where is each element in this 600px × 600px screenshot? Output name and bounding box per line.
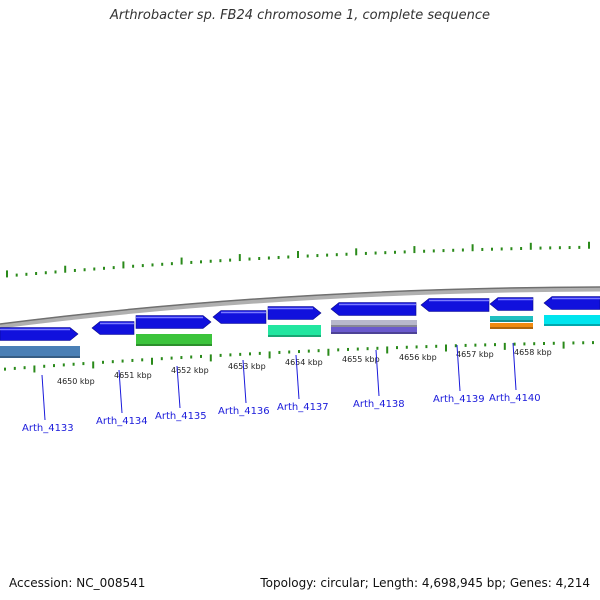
gene-arrow [91, 321, 135, 335]
gene-arrow [420, 298, 490, 312]
cog-band [544, 315, 600, 326]
cog-band [268, 325, 321, 337]
topology-text: Topology: circular; Length: 4,698,945 bp… [260, 576, 590, 590]
cog-band [490, 323, 533, 329]
cog-band [136, 334, 212, 346]
tick-row-inner [4, 341, 594, 373]
gene-arrow [543, 296, 600, 310]
gene-leader-line [295, 354, 300, 400]
gene-arrow [135, 315, 212, 329]
cog-band-shadow [331, 332, 417, 334]
gene-leader-line [456, 344, 461, 392]
kbp-label: 4658 kbp [514, 348, 552, 357]
gene-label: Arth_4135 [155, 411, 207, 422]
kbp-label: 4655 kbp [342, 355, 380, 364]
gene-leader-line [512, 342, 517, 391]
kbp-label: 4653 kbp [228, 362, 266, 371]
cog-band-shadow [136, 344, 212, 346]
gene-arrow [489, 297, 534, 311]
gene-leader-line [242, 359, 247, 404]
cog-band [331, 320, 417, 327]
gene-arrow [0, 327, 79, 341]
kbp-label: 4651 kbp [114, 371, 152, 380]
gene-label: Arth_4139 [433, 394, 485, 405]
gene-arrows [0, 296, 600, 358]
gene-label: Arth_4134 [96, 416, 148, 427]
kbp-label: 4650 kbp [57, 377, 95, 386]
gene-leader-line [375, 349, 380, 397]
cog-band-shadow [268, 335, 321, 337]
gene-arrow [330, 302, 417, 316]
cog-band-shadow [331, 325, 417, 327]
cog-band-shadow [544, 324, 600, 326]
gene-label: Arth_4140 [489, 393, 541, 404]
gene-leader-line [41, 374, 46, 421]
kbp-label: 4657 kbp [456, 350, 494, 359]
gene-label: Arth_4137 [277, 402, 329, 413]
cog-band-shadow [0, 356, 80, 358]
cog-band-shadow [490, 320, 533, 322]
gene-leader-line [176, 365, 181, 409]
cog-band [0, 346, 80, 358]
kbp-label: 4656 kbp [399, 353, 437, 362]
gene-arrow [212, 310, 267, 324]
gene-label: Arth_4133 [22, 423, 74, 434]
kbp-labels: 4650 kbp 4651 kbp 4652 kbp 4653 kbp 4654 kbp… [57, 348, 552, 386]
tick-row-outer [6, 241, 590, 278]
gene-arrow [267, 306, 322, 320]
kbp-label: 4654 kbp [285, 358, 323, 367]
kbp-label: 4652 kbp [171, 366, 209, 375]
backbone [0, 286, 600, 329]
cog-band [490, 316, 533, 322]
gene-label: Arth_4138 [353, 399, 405, 410]
map-title: Arthrobacter sp. FB24 chromosome 1, comp… [109, 8, 491, 23]
gene-leader-line [118, 369, 123, 414]
accession-text: Accession: NC_008541 [9, 576, 146, 590]
gene-labels: Arth_4133 Arth_4134 Arth_4135 Arth_4136 Arth… [22, 342, 541, 434]
cog-band [331, 327, 417, 334]
cog-band-shadow [490, 327, 533, 329]
gene-label: Arth_4136 [218, 406, 270, 417]
